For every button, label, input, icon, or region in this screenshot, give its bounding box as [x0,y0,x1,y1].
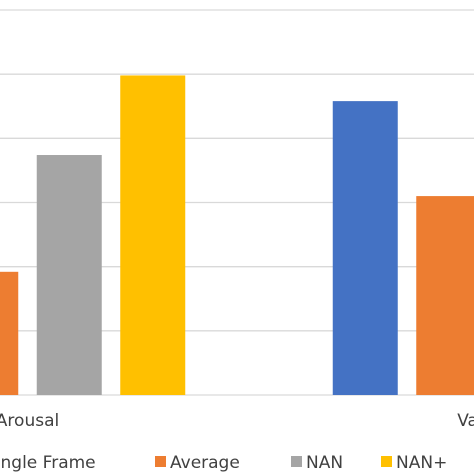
legend-label: Single Frame [0,453,96,473]
bar [416,196,474,395]
bar [0,271,19,395]
legend-swatch [381,456,392,467]
legend-swatch [291,456,302,467]
legend-swatch [155,456,166,467]
legend-label: NAN [306,453,343,473]
x-tick-label: Arousal [0,411,59,431]
bar [332,101,398,395]
bar [36,155,102,395]
bar [120,75,186,395]
legend-label: Average [170,453,240,473]
x-tick-label: Valence [457,411,474,431]
legend-label: NAN+ [396,453,447,473]
